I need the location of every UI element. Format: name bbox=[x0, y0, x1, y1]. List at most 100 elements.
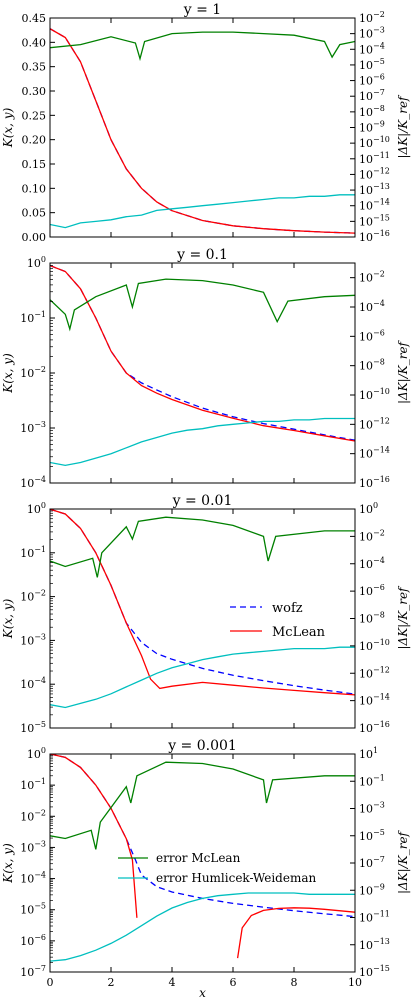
y2-tick-label: 10−10 bbox=[359, 135, 390, 150]
x-tick-label: 2 bbox=[108, 976, 115, 989]
y2-tick-label: 10−7 bbox=[359, 855, 385, 870]
y2-tick-label: 10−11 bbox=[359, 910, 390, 925]
y2-tick-label: 10−13 bbox=[359, 182, 390, 197]
y2-tick-label: 10−14 bbox=[359, 198, 390, 213]
y-axis-label: K(x, y) bbox=[1, 843, 15, 884]
y-axis-label: K(x, y) bbox=[1, 353, 15, 394]
y2-tick-label: 10−13 bbox=[359, 937, 390, 952]
y-tick-label: 10−4 bbox=[20, 676, 46, 691]
plot-frame bbox=[49, 262, 356, 484]
y-tick-label: 0.30 bbox=[22, 85, 47, 98]
plot-frame bbox=[49, 508, 356, 729]
y-tick-label: 100 bbox=[27, 255, 46, 270]
series-mclean bbox=[50, 509, 355, 696]
series-error-humlicek-weideman bbox=[50, 646, 355, 709]
chart-title: y = 1 bbox=[183, 2, 221, 18]
y-tick-label: 10−3 bbox=[20, 420, 46, 435]
legend-label: error Humlicek-Weideman bbox=[156, 871, 316, 885]
series-wofz bbox=[50, 264, 355, 441]
x-tick-label: 6 bbox=[230, 976, 237, 989]
series-wofz bbox=[50, 509, 355, 695]
x-axis-label: x bbox=[199, 986, 206, 997]
y2-tick-label: 10−7 bbox=[359, 88, 385, 103]
panel-1: 0.00 0.05 0.10 0.15 0.20 0.25 0.30 0.35 0.40 0.45… bbox=[1, 2, 410, 244]
y2-tick-label: 10−6 bbox=[359, 583, 385, 598]
y-tick-label: 10−2 bbox=[20, 589, 46, 604]
y2-tick-label: 10−6 bbox=[359, 328, 385, 343]
x-tick-label: 10 bbox=[348, 976, 362, 989]
series-error-humlicek-weideman bbox=[50, 417, 355, 467]
y-axis-label: K(x, y) bbox=[1, 107, 15, 148]
series-error-mclean bbox=[50, 516, 355, 578]
y2-tick-label: 10−16 bbox=[359, 720, 390, 735]
y-tick-label: 0.25 bbox=[22, 109, 47, 122]
y2-tick-label: 10−4 bbox=[359, 41, 385, 56]
panel-3: 10−5 10−4 10−3 10−2 10−1 100 10−16 10−14 10−12 10… bbox=[1, 493, 410, 735]
y-tick-label: 0.10 bbox=[22, 182, 47, 195]
y2-tick-label: 10−3 bbox=[359, 801, 385, 816]
y2-tick-label: 10−5 bbox=[359, 828, 385, 843]
y-tick-label: 10−4 bbox=[20, 871, 46, 886]
legend-label: McLean bbox=[272, 625, 326, 640]
series-error-humlicek-weideman bbox=[50, 194, 355, 229]
y2-tick-label: 10−14 bbox=[359, 693, 390, 708]
y-tick-label: 0.35 bbox=[22, 61, 47, 74]
legend-label: wofz bbox=[272, 601, 303, 616]
y2-tick-label: 10−11 bbox=[359, 151, 390, 166]
legend-label: error McLean bbox=[156, 851, 241, 865]
y-tick-label: 0.45 bbox=[22, 12, 47, 25]
chart-title: y = 0.01 bbox=[172, 493, 233, 509]
y2-tick-label: 100 bbox=[359, 501, 378, 516]
y-tick-label: 0.00 bbox=[22, 231, 47, 244]
y2-tick-label: 10−4 bbox=[359, 556, 385, 571]
y-tick-label: 10−2 bbox=[20, 365, 46, 380]
y-tick-label: 0.15 bbox=[22, 158, 47, 171]
y2-tick-label: 10−5 bbox=[359, 57, 385, 72]
y-tick-label: 10−4 bbox=[20, 475, 46, 490]
series-mclean-b bbox=[236, 907, 355, 959]
y2-tick-label: 10−3 bbox=[359, 26, 385, 41]
x-tick-label: 4 bbox=[169, 976, 176, 989]
y-tick-label: 10−1 bbox=[20, 310, 46, 325]
chart-title: y = 0.1 bbox=[176, 247, 228, 263]
y2-axis-label: |ΔK|/K_ref bbox=[396, 585, 410, 650]
series-error-mclean bbox=[50, 31, 355, 62]
y2-axis-label: |ΔK|/K_ref bbox=[396, 339, 410, 404]
y-tick-label: 10−3 bbox=[20, 839, 46, 854]
series-mclean bbox=[50, 754, 138, 918]
y-tick-label: 10−6 bbox=[20, 933, 46, 948]
y2-tick-label: 10−12 bbox=[359, 166, 390, 181]
plot-frame bbox=[49, 17, 356, 238]
series-error-mclean bbox=[50, 278, 355, 332]
series-mclean bbox=[50, 28, 355, 234]
panel-2: 10−4 10−3 10−2 10−1 100 10−16 10−14 10−12 10−10 1… bbox=[1, 247, 410, 490]
y2-tick-label: 10−8 bbox=[359, 611, 385, 626]
y-tick-label: 100 bbox=[27, 501, 46, 516]
y2-tick-label: 10−10 bbox=[359, 638, 390, 653]
y2-tick-label: 10−2 bbox=[359, 270, 385, 285]
y2-tick-label: 10−12 bbox=[359, 416, 390, 431]
series-error-mclean bbox=[50, 761, 355, 850]
y-axis-label: K(x, y) bbox=[1, 598, 15, 639]
y2-tick-label: 10−12 bbox=[359, 665, 390, 680]
y2-tick-label: 10−8 bbox=[359, 358, 385, 373]
y2-tick-label: 10−10 bbox=[359, 387, 390, 402]
y2-tick-label: 101 bbox=[359, 746, 378, 761]
y-tick-label: 10−5 bbox=[20, 720, 46, 735]
y2-tick-label: 10−15 bbox=[359, 964, 390, 979]
y-tick-label: 10−1 bbox=[20, 545, 46, 560]
y-tick-label: 100 bbox=[27, 746, 46, 761]
y2-tick-label: 10−16 bbox=[359, 475, 390, 490]
y2-axis-label: |ΔK|/K_ref bbox=[396, 829, 410, 894]
y2-tick-label: 10−1 bbox=[359, 773, 385, 788]
x-tick-label: 8 bbox=[291, 976, 298, 989]
series-wofz bbox=[50, 28, 355, 234]
y2-tick-label: 10−4 bbox=[359, 299, 385, 314]
chart-title: y = 0.001 bbox=[167, 738, 237, 754]
y-tick-label: 10−5 bbox=[20, 902, 46, 917]
y2-tick-label: 10−16 bbox=[359, 229, 390, 244]
y2-tick-label: 10−9 bbox=[359, 882, 385, 897]
y-tick-label: 10−7 bbox=[20, 964, 46, 979]
x-tick-label: 0 bbox=[47, 976, 54, 989]
